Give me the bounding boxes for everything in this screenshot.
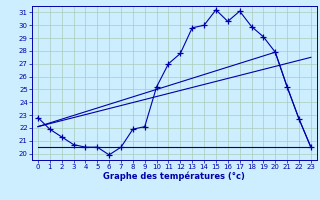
- X-axis label: Graphe des températures (°c): Graphe des températures (°c): [103, 172, 245, 181]
